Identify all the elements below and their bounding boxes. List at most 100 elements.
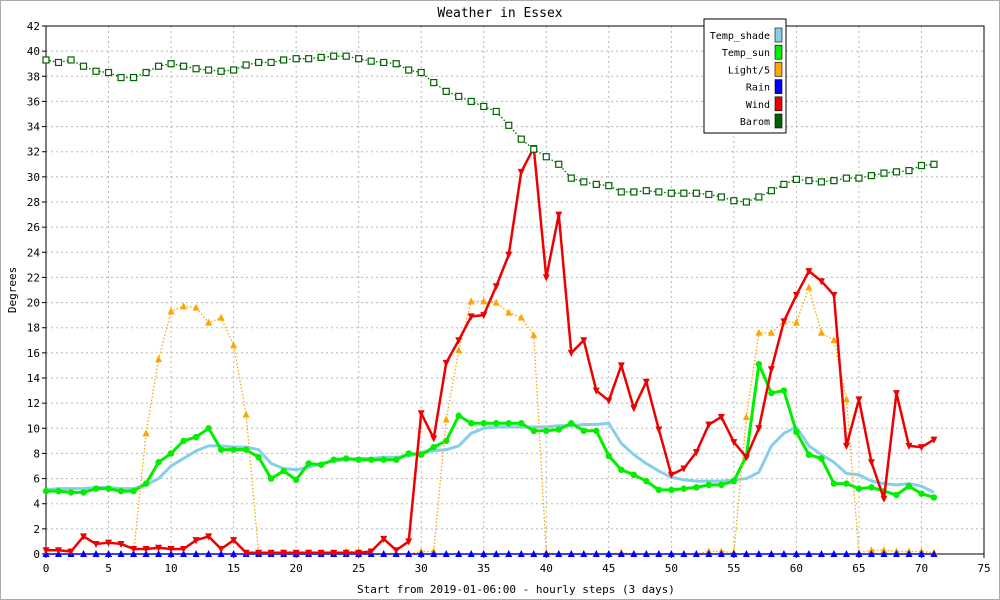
data-point [543,427,550,434]
y-tick-label: 34 [27,121,41,134]
data-point [442,87,450,95]
data-point [605,397,613,405]
data-point [280,467,287,475]
data-point [843,480,850,487]
x-tick-label: 20 [290,562,303,575]
data-point [129,73,138,82]
legend-swatch [774,44,783,60]
y-tick-label: 10 [27,422,40,435]
data-point [67,548,75,556]
data-point [742,454,750,462]
data-point [667,550,675,557]
data-point [67,56,75,64]
data-point [505,251,513,259]
data-point [867,550,875,557]
data-point [467,550,475,557]
data-point [880,550,888,557]
data-point [55,487,62,495]
data-point [530,331,538,339]
grid [45,25,985,555]
x-tick-label: 0 [43,562,50,575]
data-point [230,446,237,453]
data-point [855,550,863,557]
data-point [180,545,188,553]
data-point [718,481,725,489]
data-point [867,172,876,180]
legend-label: Temp_shade [710,31,770,42]
data-point [217,550,225,557]
legend-swatch [774,96,783,112]
data-point [805,451,813,458]
data-point [580,337,588,345]
data-point [292,476,300,484]
data-point [655,188,663,196]
data-point [892,550,900,557]
data-point [192,550,200,557]
data-point [592,180,600,188]
data-point [417,410,425,418]
data-point [617,188,625,196]
data-point [480,312,488,320]
data-point [505,420,512,427]
legend-label: Rain [746,83,770,94]
data-point [918,490,925,497]
data-point [680,485,688,492]
data-point [367,57,375,65]
y-tick-label: 42 [27,20,40,33]
data-point [817,328,825,336]
data-point [580,550,588,557]
data-point [792,550,800,557]
data-point [930,550,938,557]
data-point [492,550,500,557]
data-point [467,97,475,106]
data-point [655,550,663,557]
data-point [905,550,913,557]
legend-swatch [774,79,783,94]
data-point [830,292,838,300]
data-point [930,436,938,444]
data-point [155,544,163,552]
data-point [442,550,450,557]
data-point [818,455,825,462]
data-point [380,550,388,557]
data-point [842,395,850,403]
data-point [255,58,263,67]
data-point [767,187,775,195]
data-point [880,495,888,503]
data-point [717,413,725,421]
data-point [630,550,638,557]
data-point [905,482,913,490]
data-point [342,52,350,60]
data-point [505,121,513,129]
data-point [692,449,700,457]
data-point [680,550,688,557]
legend-swatch [774,27,783,43]
data-point [167,60,175,68]
data-point [405,450,412,457]
data-point [42,547,50,555]
data-point [867,546,875,554]
data-point [592,387,600,395]
data-point [792,175,801,183]
y-tick-label: 12 [27,397,40,410]
data-point [467,297,475,305]
y-tick-label: 14 [27,372,41,385]
data-point [167,545,175,553]
data-point [730,477,738,485]
data-point [280,56,288,64]
data-point [80,550,88,557]
data-point [668,486,675,494]
data-point [242,549,250,557]
data-point [442,415,450,423]
data-point [618,466,625,473]
data-point [455,337,463,345]
y-tick-label: 30 [27,171,40,184]
data-point [505,308,513,316]
data-point [105,485,112,492]
data-point [580,427,587,434]
data-point [205,318,213,326]
data-point [130,550,138,557]
data-point [780,180,788,188]
